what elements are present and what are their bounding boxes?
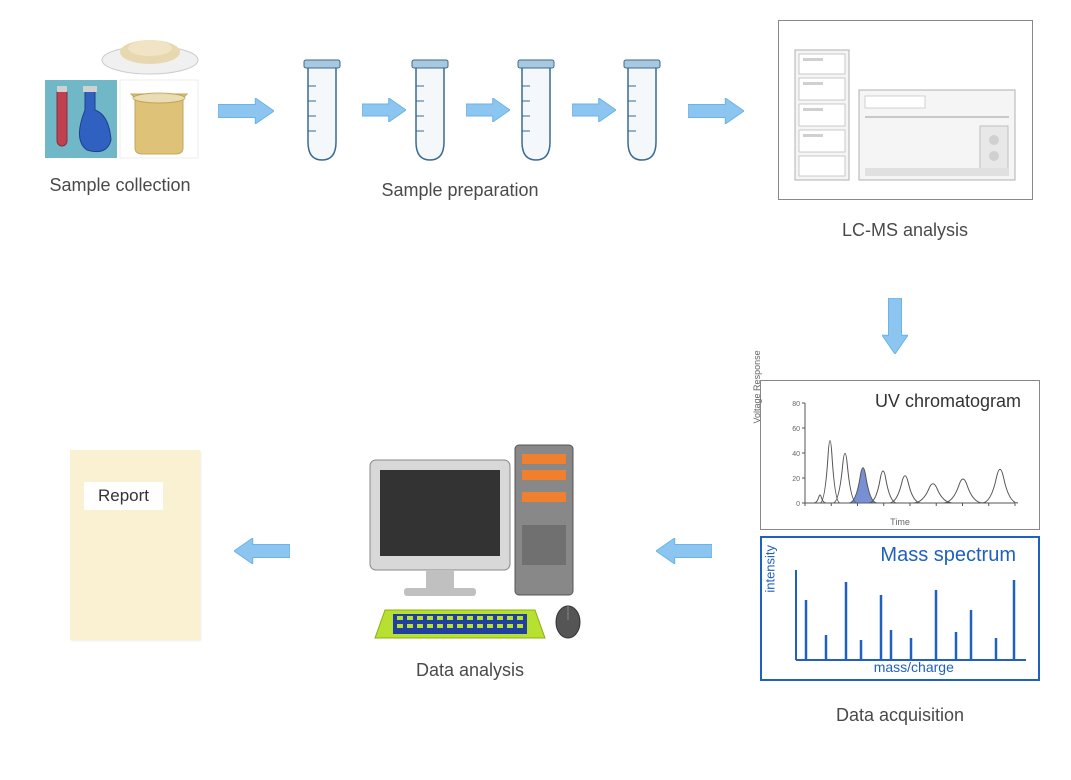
flow-arrow <box>882 298 908 359</box>
uv-chromatogram-panel: Voltage Response UV chromatogram 0204060… <box>760 380 1040 530</box>
svg-text:80: 80 <box>792 401 800 408</box>
mass-spectrum-plot <box>792 568 1032 663</box>
flow-arrow <box>688 98 744 129</box>
flow-arrow <box>572 98 616 127</box>
svg-text:40: 40 <box>792 451 800 458</box>
flow-arrow <box>362 98 406 127</box>
mass-spectrum-x-axis-label: mass/charge <box>874 659 954 675</box>
stage-report: Report <box>60 450 210 640</box>
sample-collection-label: Sample collection <box>49 175 190 196</box>
svg-text:0: 0 <box>796 501 800 508</box>
lcms-analysis-label: LC-MS analysis <box>842 220 968 241</box>
stage-data-acquisition: Voltage Response UV chromatogram 0204060… <box>750 380 1050 726</box>
computer-illustration <box>340 430 600 650</box>
flow-arrow <box>656 538 712 569</box>
chromatogram-y-axis-label: Voltage Response <box>752 350 762 423</box>
report-label: Report <box>84 482 163 510</box>
data-acquisition-label: Data acquisition <box>836 705 964 726</box>
data-analysis-label: Data analysis <box>416 660 524 681</box>
svg-text:20: 20 <box>792 476 800 483</box>
flow-arrow <box>218 98 274 129</box>
svg-text:60: 60 <box>792 426 800 433</box>
mass-spectrum-panel: intensity Mass spectrum mass/charge <box>760 536 1040 681</box>
flow-arrow <box>234 538 290 569</box>
sample-preparation-label: Sample preparation <box>381 180 538 201</box>
stage-sample-collection: Sample collection <box>30 20 210 196</box>
stage-lcms-analysis: LC-MS analysis <box>770 20 1040 241</box>
mass-spectrum-y-axis-label: intensity <box>763 544 778 592</box>
stage-data-analysis: Data analysis <box>330 430 610 681</box>
flow-arrow <box>466 98 510 127</box>
chromatogram-x-axis-label: Time <box>890 517 910 527</box>
sample-collection-illustration <box>35 20 205 165</box>
uv-chromatogram-plot: 0 20 40 60 80 <box>781 395 1037 515</box>
mass-spectrum-title: Mass spectrum <box>880 544 1016 567</box>
lcms-instrument-illustration <box>785 30 1025 190</box>
report-document-icon: Report <box>70 450 200 640</box>
